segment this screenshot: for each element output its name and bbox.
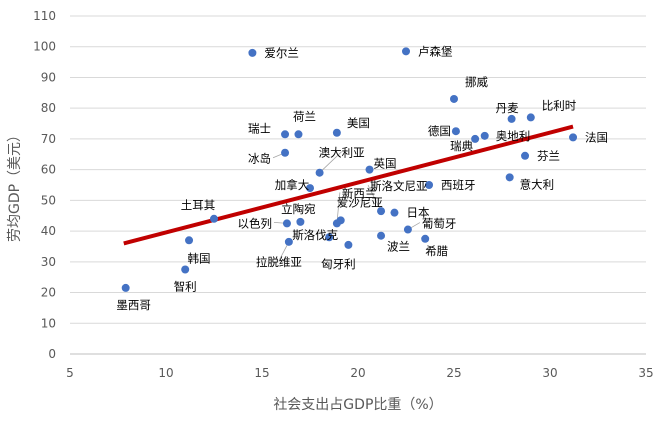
- point-label: 土耳其: [181, 198, 216, 212]
- data-point: [325, 233, 334, 242]
- point-label: 匈牙利: [321, 257, 356, 271]
- point-label: 希腊: [425, 244, 448, 258]
- data-point: [336, 216, 345, 225]
- y-tick-label: 50: [41, 193, 56, 207]
- data-point: [402, 47, 410, 56]
- point-label: 立陶宛: [281, 202, 316, 216]
- x-tick-label: 10: [158, 366, 173, 380]
- point-label: 加拿大: [275, 178, 310, 192]
- data-point: [284, 237, 293, 246]
- data-point: [185, 236, 194, 245]
- y-tick-label: 20: [41, 286, 56, 300]
- y-tick-label: 80: [41, 101, 56, 115]
- x-axis-title: 社会支出占GDP比重（%）: [273, 397, 442, 413]
- x-tick-label: 25: [446, 366, 461, 380]
- data-point: [121, 283, 130, 292]
- trendline: [123, 124, 574, 246]
- data-points: [121, 47, 578, 292]
- label-leader: [367, 184, 382, 212]
- point-label: 墨西哥: [116, 298, 151, 312]
- data-point: [471, 134, 480, 143]
- point-label: 英国: [374, 157, 397, 171]
- point-label: 新西兰: [342, 186, 377, 200]
- y-tick-label: 60: [41, 163, 56, 177]
- data-point: [403, 225, 412, 234]
- y-tick-label: 10: [41, 316, 56, 330]
- point-label: 爱沙尼亚: [337, 195, 383, 209]
- data-point: [390, 208, 399, 217]
- point-label: 斯洛文尼亚: [370, 179, 428, 193]
- point-label: 斯洛伐克: [292, 228, 338, 242]
- data-point: [505, 173, 514, 182]
- point-label: 爱尔兰: [264, 46, 299, 60]
- data-point: [451, 127, 460, 136]
- point-label: 波兰: [387, 240, 410, 254]
- point-label: 美国: [347, 116, 370, 130]
- y-tick-label: 100: [33, 40, 56, 54]
- data-point: [296, 217, 305, 226]
- data-point: [248, 48, 257, 57]
- gridlines: [70, 15, 646, 324]
- x-tick-label: 30: [542, 366, 557, 380]
- label-leader: [319, 151, 342, 173]
- point-label: 意大利: [520, 177, 555, 191]
- point-label: 智利: [174, 280, 197, 294]
- data-point: [425, 181, 434, 189]
- point-label: 丹麦: [496, 101, 519, 115]
- point-label: 西班牙: [441, 178, 476, 192]
- data-point: [281, 148, 290, 157]
- data-point: [210, 214, 218, 223]
- point-label: 以色列: [237, 216, 272, 230]
- data-point: [282, 219, 291, 228]
- data-point: [294, 130, 303, 139]
- data-point: [365, 165, 374, 174]
- data-point: [332, 128, 341, 137]
- y-tick-label: 40: [41, 224, 56, 238]
- data-point: [344, 240, 353, 249]
- point-label: 荷兰: [293, 109, 316, 123]
- y-tick-label: 110: [33, 9, 56, 23]
- point-label: 法国: [585, 130, 608, 144]
- point-label: 芬兰: [537, 149, 560, 163]
- data-point: [507, 114, 516, 123]
- point-label: 冰岛: [248, 152, 271, 166]
- point-label: 拉脱维亚: [256, 255, 302, 269]
- data-point: [315, 168, 324, 177]
- x-axis-ticks: 5 10 15 20 25 30 35: [66, 366, 653, 380]
- x-tick-label: 5: [66, 366, 74, 380]
- x-tick-label: 15: [254, 366, 269, 380]
- point-label: 澳大利亚: [319, 146, 365, 160]
- data-point: [281, 130, 290, 139]
- data-point: [569, 133, 578, 142]
- y-axis-title: 劳均GDP（美元）: [7, 128, 23, 242]
- data-point: [450, 94, 458, 103]
- data-point: [377, 207, 386, 216]
- y-tick-label: 90: [41, 70, 56, 84]
- point-label: 奥地利: [496, 129, 530, 143]
- point-label: 卢森堡: [418, 44, 453, 58]
- data-point: [480, 131, 489, 140]
- point-label: 瑞士: [248, 121, 271, 135]
- point-label: 挪威: [465, 75, 488, 89]
- data-point: [306, 184, 314, 193]
- point-label: 葡萄牙: [422, 217, 457, 231]
- y-tick-label: 30: [41, 255, 56, 269]
- y-tick-label: 0: [48, 347, 56, 361]
- data-point: [526, 113, 535, 122]
- y-tick-label: 70: [41, 132, 56, 146]
- data-point: [377, 231, 386, 240]
- point-label: 日本: [406, 206, 429, 220]
- point-label: 瑞典: [450, 139, 473, 153]
- point-label: 韩国: [188, 251, 211, 265]
- data-point: [521, 151, 530, 160]
- point-label: 德国: [428, 124, 451, 138]
- y-axis-ticks: 0 10 20 30 40 50 60 70 80 90 100 110: [33, 9, 56, 361]
- data-point: [421, 234, 430, 243]
- point-label: 比利时: [542, 98, 577, 112]
- x-tick-label: 35: [638, 366, 653, 380]
- x-tick-label: 20: [350, 366, 365, 380]
- data-point: [181, 265, 190, 274]
